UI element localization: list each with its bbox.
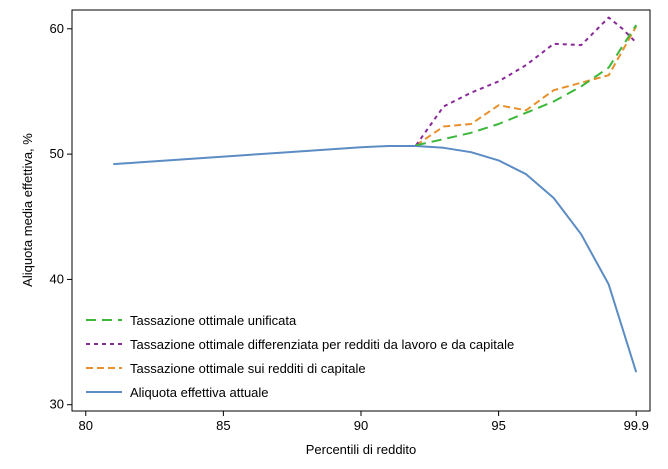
y-tick-label: 30 bbox=[50, 397, 64, 412]
legend-label: Tassazione ottimale unificata bbox=[130, 313, 297, 328]
y-axis-label: Aliquota media effettiva, % bbox=[20, 133, 35, 287]
legend: Tassazione ottimale unificata Tassazione … bbox=[86, 313, 514, 400]
legend-label: Tassazione ottimale differenziata per re… bbox=[130, 337, 514, 352]
x-tick-label: 85 bbox=[216, 418, 230, 433]
x-tick-label: 99.9 bbox=[624, 418, 649, 433]
legend-label: Tassazione ottimale sui redditi di capit… bbox=[130, 361, 366, 376]
x-tick-label: 80 bbox=[79, 418, 93, 433]
series-line bbox=[415, 25, 638, 147]
y-tick-label: 40 bbox=[50, 271, 64, 286]
series-line bbox=[113, 145, 638, 373]
x-tick-label: 90 bbox=[354, 418, 368, 433]
x-axis-label: Percentili di reddito bbox=[306, 442, 417, 457]
legend-label: Aliquota effettiva attuale bbox=[130, 385, 269, 400]
y-tick-label: 60 bbox=[50, 21, 64, 36]
axis-ticks: 80 85 90 95 99.9 30 40 50 60 bbox=[50, 21, 649, 433]
plot-frame bbox=[71, 9, 651, 412]
y-tick-label: 50 bbox=[50, 146, 64, 161]
x-tick-label: 95 bbox=[491, 418, 505, 433]
series-lines bbox=[113, 16, 638, 373]
series-line bbox=[415, 24, 638, 147]
